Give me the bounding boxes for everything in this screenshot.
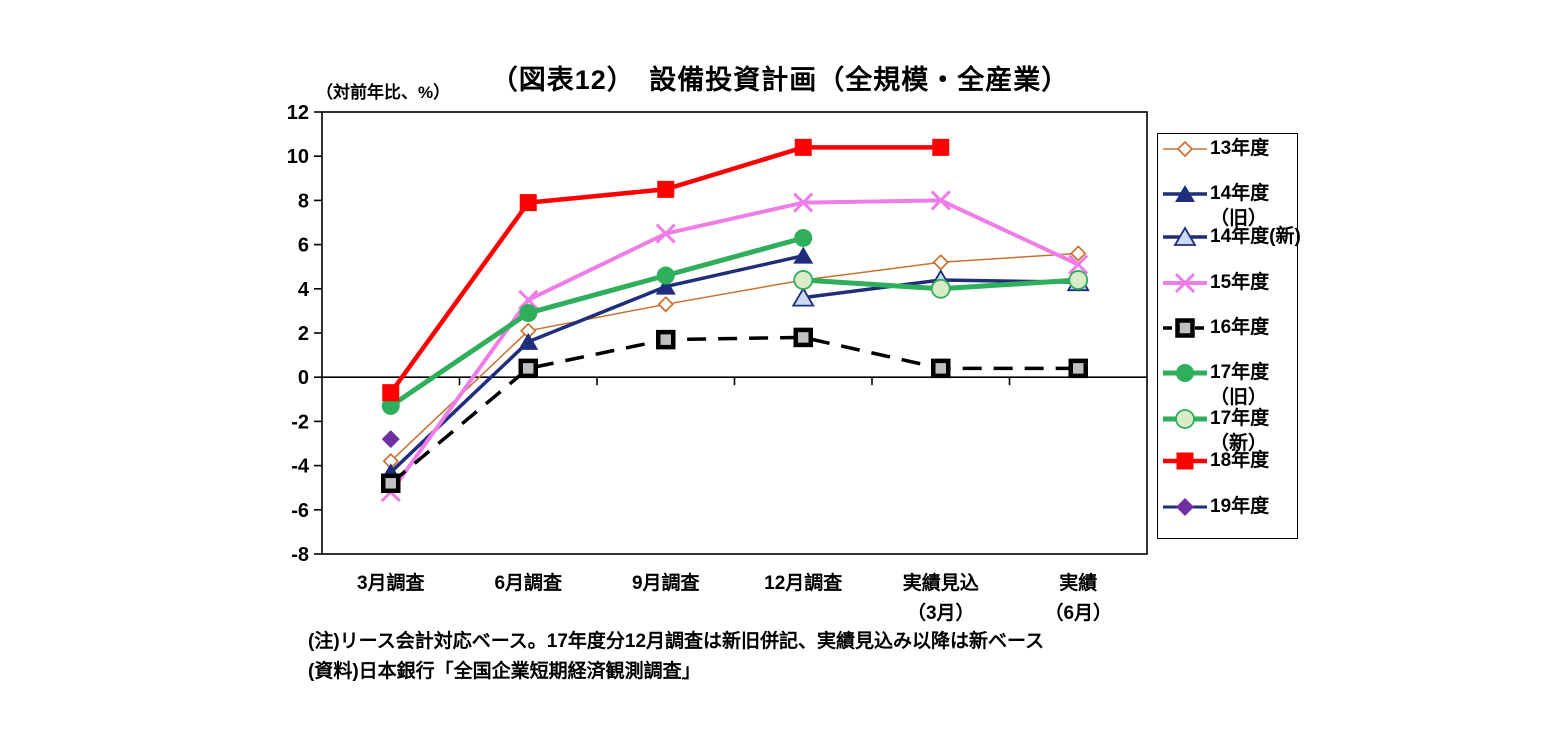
y-axis: 12 10 8 6 4 2 0 -2 -4 -6 -8 bbox=[287, 102, 322, 566]
legend-item-fy17-new: 17年度 （新） bbox=[1162, 406, 1269, 455]
x-category-label: （3月） bbox=[907, 601, 975, 624]
series-fy15 bbox=[380, 190, 1089, 503]
legend-marker-fy14-new bbox=[1163, 226, 1207, 246]
legend: 13年度 14年度 （旧） 14年度(新) 15年度 16年度 17年度 （旧） 17年度 （新）… bbox=[1157, 133, 1301, 539]
series-fy19 bbox=[381, 430, 400, 449]
x-category-label: 実績見込 bbox=[903, 571, 979, 594]
y-tick-label: 2 bbox=[298, 323, 309, 345]
y-tick-label: -6 bbox=[291, 500, 309, 522]
legend-label-fy18: 18年度 bbox=[1210, 450, 1270, 471]
x-category-label: 12月調査 bbox=[764, 571, 843, 594]
y-tick-label: 6 bbox=[298, 235, 309, 257]
legend-marker-fy17-new bbox=[1163, 409, 1207, 429]
legend-label-fy13: 13年度 bbox=[1210, 138, 1270, 159]
legend-item-fy19: 19年度 bbox=[1162, 494, 1269, 520]
legend-sublabel-fy14-old: （旧） bbox=[1210, 208, 1268, 229]
legend-marker-fy15 bbox=[1163, 272, 1207, 294]
legend-marker-fy18 bbox=[1163, 452, 1207, 470]
footnote-source: (資料)日本銀行「全国企業短期経済観測調査」 bbox=[308, 661, 701, 682]
legend-item-fy18: 18年度 bbox=[1162, 448, 1269, 474]
series-line-fy15 bbox=[389, 198, 1080, 494]
y-tick-label: 4 bbox=[298, 279, 310, 301]
legend-sublabel-fy17-new: （新） bbox=[1210, 433, 1268, 454]
series-line-fy16 bbox=[389, 335, 1079, 485]
legend-item-fy17-old: 17年度 （旧） bbox=[1162, 360, 1269, 409]
legend-label-fy14-old: 14年度 bbox=[1210, 183, 1270, 204]
series-fy18 bbox=[382, 138, 950, 402]
y-tick-label: 0 bbox=[298, 367, 309, 389]
x-category-label: 9月調査 bbox=[632, 571, 701, 594]
legend-item-fy16: 16年度 bbox=[1162, 315, 1269, 341]
series-fy14-old bbox=[380, 246, 814, 481]
y-axis-unit-label: （対前年比、%） bbox=[316, 83, 451, 102]
legend-label-fy19: 19年度 bbox=[1210, 496, 1270, 517]
x-category-label: 3月調査 bbox=[357, 571, 426, 594]
legend-label-fy15: 15年度 bbox=[1210, 272, 1270, 293]
legend-label-fy16: 16年度 bbox=[1210, 317, 1270, 338]
series-line-fy13 bbox=[390, 252, 1079, 462]
series-fy17-new bbox=[793, 270, 1089, 299]
x-category-label: （6月） bbox=[1044, 601, 1112, 624]
series-fy17-old bbox=[381, 228, 813, 415]
legend-label-fy14-new: 14年度(新) bbox=[1210, 226, 1301, 247]
y-tick-label: -4 bbox=[291, 456, 310, 478]
legend-item-fy14-new: 14年度(新) bbox=[1162, 224, 1301, 250]
legend-item-fy15: 15年度 bbox=[1162, 270, 1269, 296]
legend-marker-fy17-old bbox=[1163, 364, 1207, 382]
legend-marker-fy16 bbox=[1163, 318, 1207, 338]
legend-sublabel-fy17-old: （旧） bbox=[1210, 387, 1268, 408]
x-category-label: 実績 bbox=[1059, 571, 1097, 594]
x-axis-labels: 3月調査 6月調査 9月調査 12月調査 実績見込 （3月） 実績 （6月） bbox=[357, 571, 1112, 624]
y-tick-label: 12 bbox=[287, 102, 309, 124]
legend-label-fy17-old: 17年度 bbox=[1210, 362, 1270, 383]
legend-marker-fy14-old bbox=[1163, 185, 1207, 202]
legend-label-fy17-new: 17年度 bbox=[1210, 408, 1270, 429]
y-tick-label: 8 bbox=[298, 190, 309, 212]
legend-item-fy14-old: 14年度 （旧） bbox=[1162, 181, 1269, 230]
legend-marker-fy13 bbox=[1163, 140, 1207, 158]
y-tick-label: -8 bbox=[291, 544, 309, 566]
y-tick-label: -2 bbox=[291, 411, 309, 433]
legend-item-fy13: 13年度 bbox=[1162, 136, 1269, 162]
plot-border bbox=[321, 111, 1148, 555]
footnote-note: (注)リース会計対応ベース。17年度分12月調査は新旧併記、実績見込み以降は新ベ… bbox=[308, 631, 1045, 652]
series-line-fy17-old bbox=[389, 235, 804, 408]
series-line-fy14-old bbox=[389, 253, 804, 474]
series-fy16 bbox=[381, 327, 1088, 494]
x-category-label: 6月調査 bbox=[494, 571, 563, 594]
y-tick-label: 10 bbox=[287, 146, 309, 168]
legend-marker-fy19 bbox=[1163, 498, 1207, 516]
chart-title: （図表12） 設備投資計画（全規模・全産業） bbox=[490, 65, 1070, 95]
